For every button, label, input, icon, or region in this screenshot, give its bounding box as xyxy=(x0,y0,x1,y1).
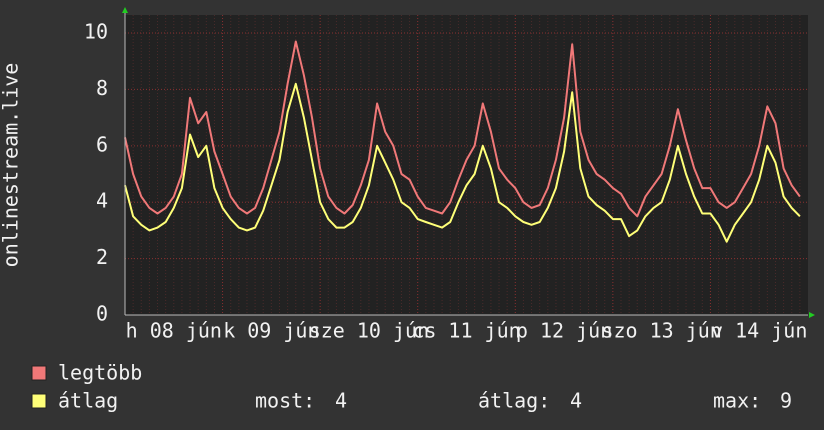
x-tick-label: szo 13 jún xyxy=(601,319,721,343)
y-axis-label: onlinestream.live xyxy=(0,63,23,268)
series-line xyxy=(124,82,801,243)
x-tick-label: sze 10 jún xyxy=(309,319,429,343)
stat-label: átlag: xyxy=(478,389,550,413)
axis-arrow xyxy=(809,312,815,318)
x-tick-label: k 09 jún xyxy=(223,319,319,343)
x-tick-label: p 12 jún xyxy=(516,319,612,343)
x-tick-label: cs 11 jún xyxy=(412,319,520,343)
y-tick-label: 4 xyxy=(96,189,108,213)
y-tick-label: 2 xyxy=(96,245,108,269)
y-tick-label: 6 xyxy=(96,132,108,156)
series-line xyxy=(124,40,801,218)
stat-value: 4 xyxy=(335,389,347,413)
grid xyxy=(125,15,808,316)
axis-arrow xyxy=(122,7,128,13)
y-tick-label: 10 xyxy=(84,20,108,44)
y-tick-label: 0 xyxy=(96,302,108,326)
stat-label: most: xyxy=(255,389,315,413)
stat-value: 9 xyxy=(780,389,792,413)
y-tick-label: 8 xyxy=(96,76,108,100)
legend-label: átlag xyxy=(58,389,118,413)
legend-swatch xyxy=(31,393,47,409)
legend-label: legtöbb xyxy=(58,361,142,385)
plot xyxy=(124,40,801,243)
x-tick-label: h 08 jún xyxy=(126,319,222,343)
legend-swatch xyxy=(31,365,47,381)
stat-value: 4 xyxy=(570,389,582,413)
stat-label: max: xyxy=(713,389,761,413)
x-tick-label: v 14 jún xyxy=(711,319,807,343)
